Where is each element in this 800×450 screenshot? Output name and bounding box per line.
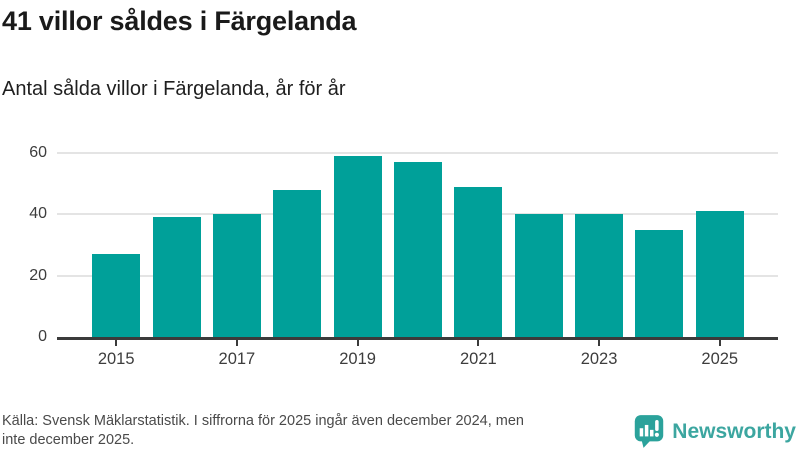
source-note-line-1: Källa: Svensk Mäklarstatistik. I siffror… xyxy=(2,413,524,429)
x-tick-2017 xyxy=(235,340,238,346)
bar-2015 xyxy=(92,254,141,337)
newsworthy-wordmark: Newsworthy xyxy=(672,419,796,443)
x-tick-label-2021: 2021 xyxy=(459,350,497,368)
x-tick-label-2023: 2023 xyxy=(580,350,618,368)
bar-2023 xyxy=(575,214,624,337)
bar-2016 xyxy=(152,217,201,337)
bar-2025 xyxy=(695,211,744,337)
gridline-60 xyxy=(57,152,778,154)
newsworthy-bubble-chart-icon xyxy=(635,415,664,448)
bar-2019 xyxy=(333,156,382,337)
y-tick-label-40: 40 xyxy=(29,205,47,223)
x-tick-label-2019: 2019 xyxy=(339,350,376,368)
x-tick-2025 xyxy=(718,340,721,346)
bar-2022 xyxy=(514,214,563,337)
x-tick-2023 xyxy=(598,340,601,346)
y-tick-label-20: 20 xyxy=(29,266,47,284)
x-tick-label-2025: 2025 xyxy=(701,350,739,368)
x-tick-2015 xyxy=(115,340,118,346)
x-tick-label-2015: 2015 xyxy=(97,350,135,368)
bar-2017 xyxy=(212,214,261,337)
source-note-line-2: inte december 2025. xyxy=(2,431,135,448)
x-tick-2019 xyxy=(356,340,359,346)
source-note: Källa: Svensk Mäklarstatistik. I siffror… xyxy=(2,412,657,449)
y-tick-label-60: 60 xyxy=(29,144,47,161)
bar-chart-plot-area: 0 20 40 60 2015 2017 2019 2021 2023 2025 xyxy=(29,144,778,368)
bar-2018 xyxy=(273,189,322,337)
newsworthy-logo: Newsworthy xyxy=(633,414,796,449)
chart-subtitle: Antal sålda villor i Färgelanda, år för … xyxy=(2,78,346,100)
x-tick-label-2017: 2017 xyxy=(218,350,256,368)
y-tick-label-0: 0 xyxy=(38,328,47,345)
bar-2021 xyxy=(454,186,503,337)
x-tick-2021 xyxy=(477,340,480,346)
chart-title: 41 villor såldes i Färgelanda xyxy=(2,6,357,36)
bar-2024 xyxy=(635,229,684,337)
bar-2020 xyxy=(393,162,442,337)
